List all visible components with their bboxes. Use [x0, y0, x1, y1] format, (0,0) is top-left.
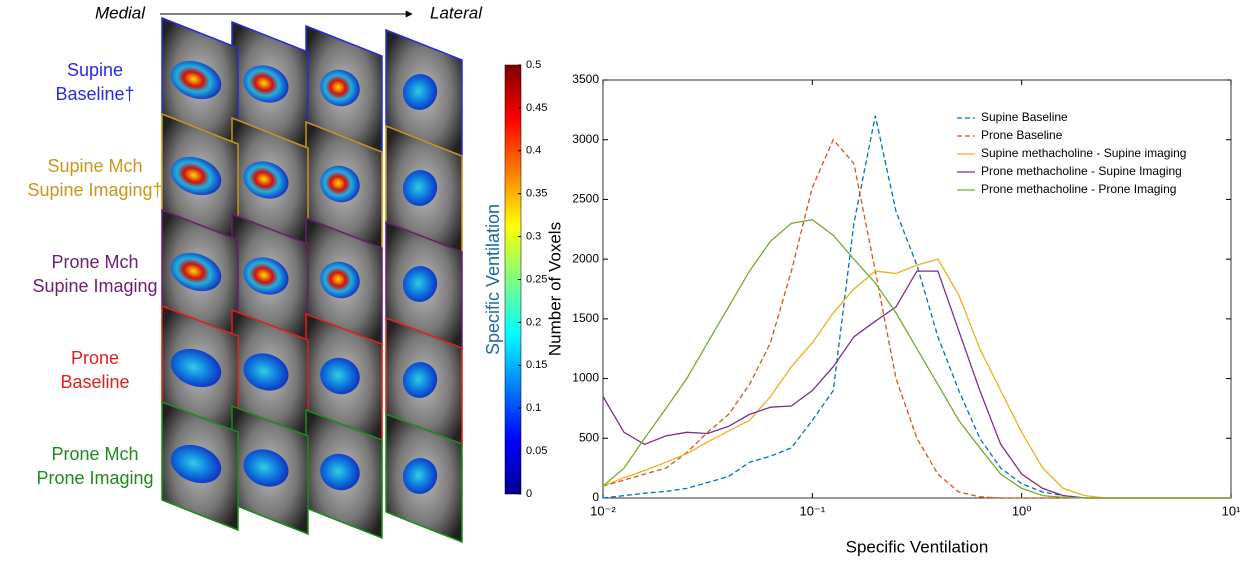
lung-map	[243, 161, 289, 199]
colorbar-tick-label: 0.1	[526, 402, 541, 414]
row-label: Supine Imaging†	[27, 180, 162, 200]
row-label: Prone Mch	[51, 444, 138, 464]
plot-frame	[602, 79, 1232, 499]
y-tick-label: 1000	[572, 371, 599, 385]
lung-map	[170, 252, 222, 292]
colorbar-tick-label: 0.05	[526, 445, 547, 457]
series-line	[602, 270, 1231, 499]
lung-map	[170, 348, 222, 388]
legend-label: Prone Baseline	[981, 128, 1063, 142]
lung-map	[402, 170, 438, 206]
row-label: Prone Mch	[51, 252, 138, 272]
lung-map	[243, 65, 289, 103]
series-line	[602, 258, 1231, 499]
image-grid: Supine Baseline† Supine Mch Supine Imaging†…	[27, 16, 463, 544]
lung-map	[402, 362, 438, 398]
lung-map	[402, 74, 438, 110]
lung-map	[170, 444, 222, 484]
colorbar-tick-label: 0.15	[526, 359, 547, 371]
legend-label: Prone methacholine - Prone Imaging	[981, 182, 1176, 196]
lung-map	[320, 261, 360, 299]
row-label: Prone Imaging	[36, 468, 153, 488]
axis-start: Medial	[95, 3, 146, 22]
legend-label: Supine methacholine - Supine imaging	[981, 146, 1186, 160]
lung-map	[243, 449, 289, 487]
x-tick-label: 10¹	[1222, 503, 1241, 518]
x-axis-label: Specific Ventilation	[846, 537, 989, 556]
x-tick-label: 10⁻²	[590, 503, 616, 518]
row-label: Prone	[71, 348, 119, 368]
legend-label: Supine Baseline	[981, 110, 1068, 124]
y-tick-label: 0	[592, 490, 599, 504]
lung-map	[243, 353, 289, 391]
series-line	[602, 219, 1231, 499]
lung-map	[320, 69, 360, 107]
row-label: Baseline	[60, 372, 129, 392]
lung-map	[243, 257, 289, 295]
row-label: Supine	[67, 60, 123, 80]
y-tick-label: 500	[579, 430, 599, 444]
y-tick-label: 3000	[572, 132, 599, 146]
colorbar-tick-label: 0.2	[526, 316, 541, 328]
lung-map	[402, 458, 438, 494]
y-tick-label: 2500	[572, 192, 599, 206]
colorbar-tick-label: 0.4	[526, 145, 541, 157]
colorbar-tick-label: 0.45	[526, 102, 547, 114]
row-label: Supine Imaging	[32, 276, 157, 296]
colorbar-tick-label: 0.25	[526, 273, 547, 285]
y-tick-label: 3500	[572, 72, 599, 86]
axis-end: Lateral	[430, 3, 483, 22]
row-label: Baseline†	[55, 84, 134, 104]
colorbar-tick-label: 0.3	[526, 231, 541, 243]
x-tick-label: 10⁻¹	[800, 503, 826, 518]
line-chart: 0 500 1000 1500 2000 2500 3000 3500 10⁻² 10⁻¹ 10⁰ 1…	[545, 72, 1241, 556]
legend-label: Prone methacholine - Supine Imaging	[981, 164, 1182, 178]
colorbar-tick-label: 0	[526, 488, 532, 500]
lung-map	[320, 453, 360, 491]
lung-map	[170, 156, 222, 196]
colorbar-tick-label: 0.5	[526, 59, 541, 71]
colorbar: 0 0.05 0.1 0.15 0.2 0.25 0.3 0.35 0.4 0.45 0.5 Spec…	[483, 59, 548, 500]
y-axis-label: Number of Voxels	[545, 222, 564, 356]
lung-map	[320, 165, 360, 203]
lung-map	[320, 357, 360, 395]
lung-map	[170, 60, 222, 100]
y-tick-label: 1500	[572, 311, 599, 325]
lung-map	[402, 266, 438, 302]
colorbar-tick-label: 0.35	[526, 188, 547, 200]
row-label: Supine Mch	[47, 156, 142, 176]
x-tick-label: 10⁰	[1012, 503, 1032, 518]
colorbar-label: Specific Ventilation	[483, 204, 503, 355]
series-line	[602, 115, 1231, 499]
y-tick-label: 2000	[572, 251, 599, 265]
